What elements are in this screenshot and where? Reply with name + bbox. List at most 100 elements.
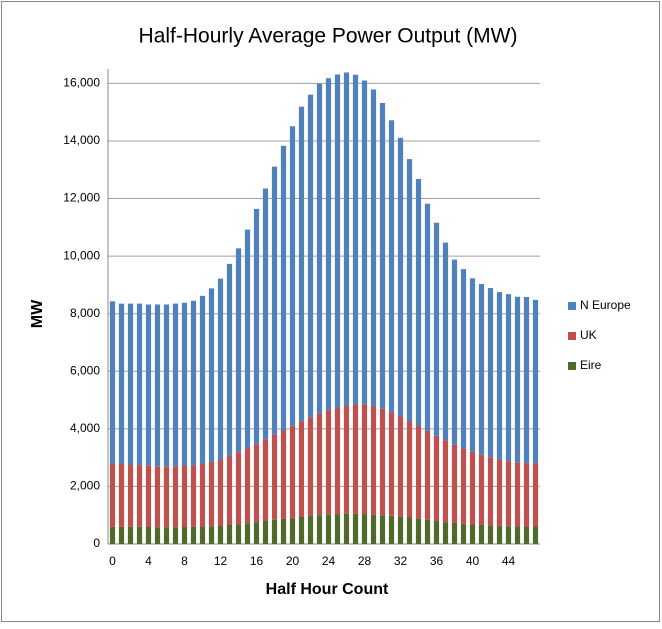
bar-segment xyxy=(298,516,305,544)
bar-segment xyxy=(514,462,521,527)
bar-segment xyxy=(469,278,476,452)
bar-segment xyxy=(280,145,287,430)
x-axis-label: Half Hour Count xyxy=(266,581,389,598)
x-tick-label: 12 xyxy=(214,554,228,568)
y-tick-label: 6,000 xyxy=(70,363,100,377)
bar-segment xyxy=(235,248,242,453)
bar-segment xyxy=(433,222,440,436)
bar-segment xyxy=(181,527,188,544)
bar-segment xyxy=(397,416,404,517)
bar-segment xyxy=(352,74,359,405)
bar-segment xyxy=(307,417,314,517)
legend-swatch xyxy=(568,302,576,310)
y-tick-label: 14,000 xyxy=(63,133,100,147)
bar-segment xyxy=(226,263,233,456)
bar-segment xyxy=(190,526,197,544)
bar-segment xyxy=(379,102,386,409)
bar-segment xyxy=(163,466,170,528)
bar-segment xyxy=(469,451,476,525)
bar-segment xyxy=(379,408,386,516)
bar-segment xyxy=(325,410,332,515)
bar-segment xyxy=(451,444,458,523)
bar-segment xyxy=(451,522,458,544)
bar-segment xyxy=(460,269,467,449)
bar-segment xyxy=(199,526,206,544)
bar-segment xyxy=(442,242,449,441)
bar-segment xyxy=(433,520,440,544)
bar-segment xyxy=(415,425,422,519)
legend-label: N Europe xyxy=(580,298,631,312)
bar-segment xyxy=(208,461,215,527)
bar-segment xyxy=(163,304,170,467)
bar-segment xyxy=(397,137,404,417)
x-tick-label: 32 xyxy=(394,554,408,568)
bar-segment xyxy=(379,515,386,544)
bar-segment xyxy=(532,299,539,464)
bar-segment xyxy=(307,94,314,418)
x-tick-label: 36 xyxy=(430,554,444,568)
bar-segment xyxy=(244,523,251,544)
bar-segment xyxy=(307,516,314,544)
bar-segment xyxy=(370,406,377,515)
bar-segment xyxy=(172,527,179,544)
bar-segment xyxy=(460,448,467,524)
bar-segment xyxy=(424,519,431,544)
bar-segment xyxy=(253,522,260,544)
bar-segment xyxy=(397,516,404,544)
bar-segment xyxy=(127,303,134,465)
bar-segment xyxy=(361,80,368,405)
bar-segment xyxy=(289,126,296,426)
bar-segment xyxy=(343,405,350,514)
x-tick-label: 20 xyxy=(286,554,300,568)
bar-segment xyxy=(406,421,413,518)
legend-swatch xyxy=(568,362,576,370)
y-tick-label: 10,000 xyxy=(63,248,100,262)
x-tick-label: 24 xyxy=(322,554,336,568)
bar-segment xyxy=(532,463,539,527)
bar-segment xyxy=(487,525,494,544)
bar-segment xyxy=(334,514,341,544)
bar-segment xyxy=(118,526,125,544)
bar-segment xyxy=(478,454,485,525)
bar-segment xyxy=(163,527,170,544)
bar-segment xyxy=(280,518,287,544)
bar-segment xyxy=(514,526,521,544)
bar-segment xyxy=(298,421,305,517)
bar-segment xyxy=(424,430,431,520)
bar-segment xyxy=(334,407,341,515)
bar-segment xyxy=(289,517,296,544)
bar-segment xyxy=(136,465,143,527)
bar-segment xyxy=(406,159,413,422)
bar-segment xyxy=(415,518,422,544)
bar-segment xyxy=(523,297,530,464)
y-tick-label: 16,000 xyxy=(63,76,100,90)
bar-segment xyxy=(352,404,359,514)
bar-segment xyxy=(262,520,269,544)
x-tick-label: 8 xyxy=(181,554,188,568)
bar-segment xyxy=(532,526,539,544)
bar-segment xyxy=(352,513,359,544)
bar-segment xyxy=(208,288,215,462)
bar-segment xyxy=(496,292,503,460)
bar-segment xyxy=(190,300,197,466)
bar-segment xyxy=(289,425,296,518)
bar-segment xyxy=(235,524,242,544)
bar-segment xyxy=(487,457,494,526)
bar-segment xyxy=(451,259,458,445)
bar-segment xyxy=(172,303,179,467)
x-tick-label: 0 xyxy=(109,554,116,568)
x-tick-label: 44 xyxy=(502,554,516,568)
bar-segment xyxy=(370,89,377,407)
bar-segment xyxy=(505,461,512,527)
bar-segment xyxy=(505,294,512,462)
bar-segment xyxy=(145,527,152,544)
bar-segment xyxy=(433,435,440,521)
y-tick-label: 8,000 xyxy=(70,306,100,320)
bar-segment xyxy=(325,78,332,411)
bar-segment xyxy=(244,229,251,449)
bar-segment xyxy=(136,526,143,544)
legend-label: Eire xyxy=(580,358,602,372)
bar-segment xyxy=(271,519,278,544)
bar-segment xyxy=(118,463,125,527)
bar-segment xyxy=(361,404,368,515)
